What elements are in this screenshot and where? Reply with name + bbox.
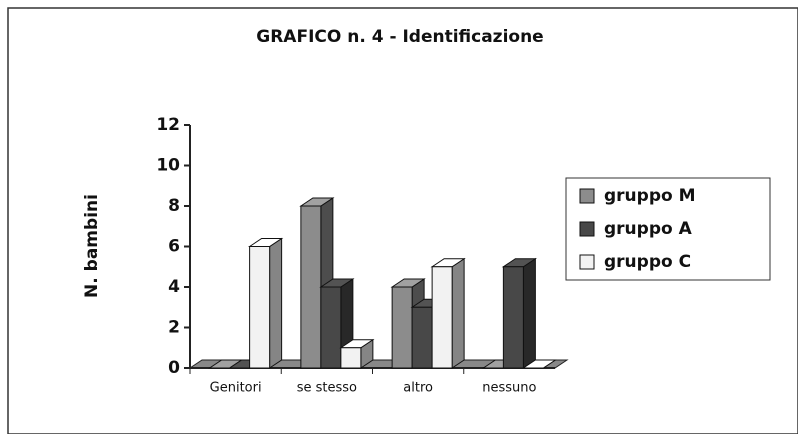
legend-label: gruppo M xyxy=(604,186,696,206)
chart-title: GRAFICO n. 4 - Identificazione xyxy=(256,27,543,47)
y-tick-label: 12 xyxy=(156,115,180,135)
bar-front xyxy=(340,347,362,369)
y-tick-label: 2 xyxy=(168,318,180,338)
y-axis-label: N. bambini xyxy=(82,194,102,298)
legend-label: gruppo A xyxy=(604,219,693,239)
y-tick-label: 8 xyxy=(168,196,180,216)
legend-label: gruppo C xyxy=(604,252,691,272)
bar xyxy=(247,237,284,369)
bar xyxy=(501,257,538,369)
bar-front xyxy=(431,266,453,369)
bar-front xyxy=(391,286,413,369)
bar-front xyxy=(249,246,271,369)
bar-front xyxy=(502,266,524,369)
bar-side xyxy=(451,257,465,369)
bar-side xyxy=(269,237,283,369)
bar-side xyxy=(522,257,536,369)
x-tick-label: altro xyxy=(403,381,433,396)
bar xyxy=(430,257,466,369)
bar-front xyxy=(300,205,322,369)
y-tick-label: 6 xyxy=(168,237,180,257)
y-tick-label: 0 xyxy=(168,358,180,378)
legend-swatch xyxy=(579,221,595,237)
bar xyxy=(521,359,558,369)
y-tick-label: 4 xyxy=(168,277,180,297)
bar-front xyxy=(320,286,342,369)
y-tick-label: 10 xyxy=(156,156,180,176)
bar-front xyxy=(411,306,433,369)
x-tick-label: Genitori xyxy=(210,381,262,396)
legend-box xyxy=(565,177,771,281)
x-tick-label: se stesso xyxy=(297,381,357,396)
x-tick-label: nessuno xyxy=(482,381,536,396)
legend-swatch xyxy=(579,254,595,270)
legend-swatch xyxy=(579,188,595,204)
bar xyxy=(339,338,375,369)
bar-top xyxy=(521,359,558,369)
